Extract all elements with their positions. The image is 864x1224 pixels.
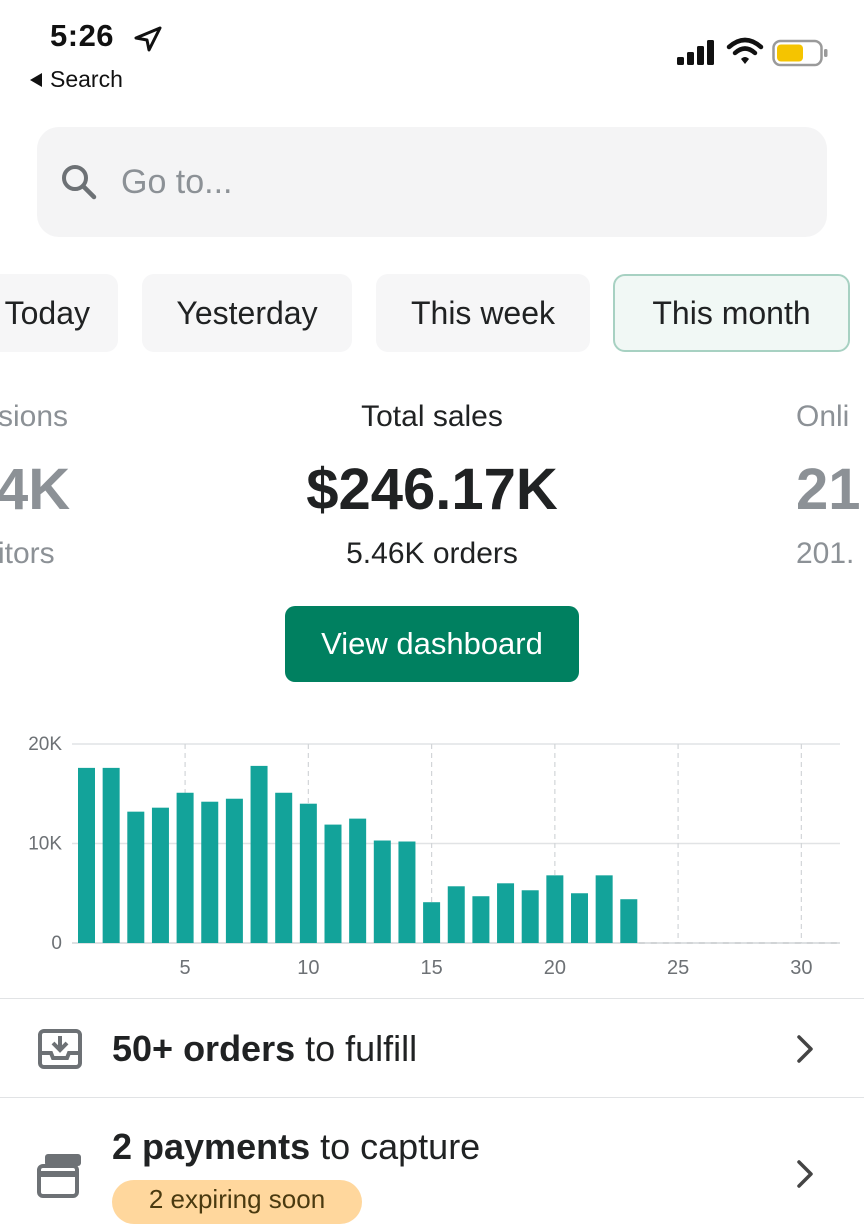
wifi-icon (726, 37, 764, 64)
metric-right-sub: 201. (796, 537, 855, 570)
bar (299, 803, 317, 943)
credit-card-icon (37, 1154, 81, 1198)
payments-to-capture-text: 2 payments to capture (112, 1126, 481, 1167)
bar (127, 811, 145, 943)
payments-to-capture-row[interactable]: 2 payments to capture (0, 1098, 864, 1200)
bar (497, 883, 515, 943)
orders-to-fulfill-row[interactable]: 50+ orders to fulfill (0, 999, 864, 1097)
location-arrow-icon (134, 26, 162, 52)
sales-bar-chart: 0 10K 20K 5 10 15 20 25 30 (28, 734, 840, 979)
bar (275, 792, 293, 943)
orders-to-fulfill-text: 50+ orders to fulfill (112, 1028, 418, 1069)
back-label: Search (50, 66, 123, 92)
bar (349, 818, 367, 943)
x-tick-label: 30 (790, 957, 812, 979)
tab-this-week[interactable]: This week (376, 274, 590, 352)
y-tick-label: 10K (28, 834, 62, 855)
metric-right-label: Onli (796, 400, 850, 433)
metric-left-value: 4K (0, 457, 71, 522)
bar (225, 798, 243, 943)
bar (620, 899, 638, 943)
bar (102, 767, 120, 943)
battery-icon (772, 39, 828, 67)
bar (78, 767, 95, 943)
back-arrow-icon (30, 72, 42, 87)
bar (571, 893, 588, 943)
chevron-right-icon (797, 1160, 813, 1188)
metric-right-value: 21 (796, 457, 861, 522)
bar (201, 801, 219, 943)
bar (373, 840, 391, 943)
bar (472, 896, 490, 943)
bar (423, 902, 441, 943)
bar (250, 765, 268, 943)
cellular-signal-icon (677, 40, 714, 65)
bar (398, 841, 416, 943)
status-time: 5:26 (50, 18, 115, 53)
total-sales-label: Total sales (361, 400, 503, 433)
bar (176, 792, 194, 943)
y-tick-label: 0 (51, 933, 62, 954)
download-tray-icon (38, 1029, 82, 1069)
orders-count: 5.46K orders (346, 537, 518, 570)
metric-left-sub: itors (0, 537, 55, 570)
bar (595, 875, 613, 943)
metric-left-label: sions (0, 400, 69, 433)
bar (546, 875, 564, 943)
x-tick-label: 10 (297, 957, 319, 979)
y-tick-label: 20K (28, 734, 62, 755)
x-tick-label: 5 (180, 957, 191, 979)
search-input[interactable] (119, 161, 723, 203)
back-to-search[interactable]: Search (30, 66, 123, 93)
bar (521, 890, 539, 943)
x-tick-label: 15 (420, 957, 442, 979)
tab-this-month[interactable]: This month (613, 274, 850, 352)
divider (0, 998, 864, 999)
divider (0, 1097, 864, 1098)
tab-today[interactable]: Today (0, 274, 118, 352)
search-icon (62, 165, 97, 200)
view-dashboard-button[interactable]: View dashboard (285, 606, 579, 682)
bar (447, 886, 465, 943)
x-tick-label: 20 (544, 957, 566, 979)
expiring-soon-badge: 2 expiring soon (112, 1180, 362, 1224)
total-sales-value: $246.17K (306, 457, 558, 522)
chevron-right-icon (797, 1035, 813, 1063)
tab-yesterday[interactable]: Yesterday (142, 274, 352, 352)
bar (324, 824, 342, 943)
search-bar[interactable] (37, 127, 827, 237)
x-tick-label: 25 (667, 957, 689, 979)
bar (151, 807, 169, 943)
